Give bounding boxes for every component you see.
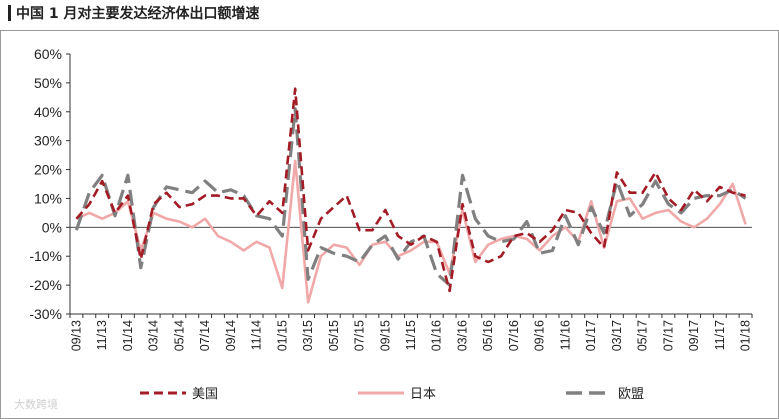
x-tick-label: 03/14 [147,320,161,351]
y-tick-label: 40% [34,104,62,120]
x-tick-label: 03/16 [455,320,469,351]
x-tick-label: 11/15 [404,320,418,350]
y-tick-label: 30% [34,133,62,149]
series-layer [74,87,747,304]
x-tick-label: 05/15 [327,320,341,351]
x-tick-label: 09/16 [533,320,547,351]
x-tick-label: 01/14 [121,320,135,351]
series-line-eu [74,107,747,287]
y-tick-label: 60% [34,46,62,62]
series-line-us [75,87,746,293]
x-tick-label: 09/15 [378,320,392,351]
legend-label-japan: 日本 [410,387,436,402]
series-line-japan [75,159,747,304]
x-tick-label: 07/17 [661,320,675,351]
x-tick-label: 07/16 [507,320,521,351]
x-tick-label: 01/15 [275,320,289,351]
x-tick-label: 03/15 [301,320,315,351]
legend-label-eu: 欧盟 [618,387,644,402]
x-tick-label: 11/14 [250,320,264,350]
x-tick-label: 05/17 [636,320,650,351]
x-tick-label: 05/14 [172,320,186,351]
x-tick-label: 01/17 [584,320,598,351]
x-tick-label: 11/17 [713,320,727,350]
title-marker [8,5,11,21]
y-tick-label: -30% [29,306,62,322]
y-tick-label: -20% [29,277,62,293]
x-tick-label: 09/13 [69,320,83,351]
x-tick-label: 09/14 [224,320,238,351]
chart-title: 中国 1 月对主要发达经济体出口额增速 [16,6,260,22]
y-tick-label: 20% [34,162,62,178]
legend: 美国 日本 欧盟 [140,387,644,402]
x-tick-label: 01/18 [739,320,753,351]
x-axis: 09/13 11/13 01/14 03/14 05/14 07/14 09/14 11/14… [69,226,753,351]
watermark-text: 大数跨境 [14,398,58,411]
y-tick-label: 10% [34,190,62,206]
x-tick-label: 03/17 [610,320,624,351]
x-tick-label: 07/15 [353,320,367,351]
x-tick-label: 05/16 [481,320,495,351]
legend-label-us: 美国 [192,387,218,402]
x-tick-label: 11/13 [95,320,109,350]
x-tick-label: 07/14 [198,320,212,351]
y-axis: 60% 50% 40% 30% 20% 10% 0% -10% -20% -30% [29,46,71,322]
y-tick-label: 0% [42,219,62,235]
y-tick-label: -10% [29,248,62,264]
x-tick-label: 01/16 [430,320,444,351]
x-tick-label: 11/16 [558,320,572,350]
y-tick-label: 50% [34,75,62,91]
x-tick-label: 09/17 [687,320,701,351]
